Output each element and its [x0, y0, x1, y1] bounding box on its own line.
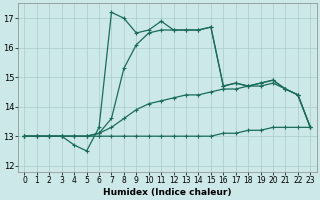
- X-axis label: Humidex (Indice chaleur): Humidex (Indice chaleur): [103, 188, 232, 197]
